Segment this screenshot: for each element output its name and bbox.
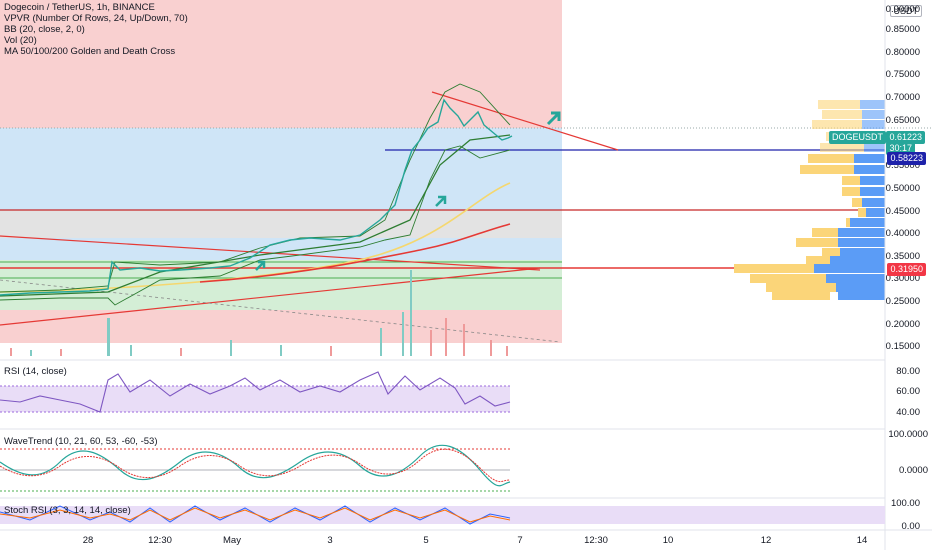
last-price-symbol-tag: DOGEUSDT bbox=[828, 131, 886, 144]
arrow-up-icon bbox=[255, 260, 266, 271]
volume-profile bbox=[734, 100, 885, 300]
wavetrend-title[interactable]: WaveTrend (10, 21, 60, 53, -60, -53) bbox=[4, 436, 158, 447]
descending-trendline[interactable] bbox=[431, 91, 619, 151]
indicator-vol[interactable]: Vol (20) bbox=[4, 35, 37, 46]
time-axis-label: 5 bbox=[423, 535, 429, 546]
last-price-tag: 0.61223 bbox=[886, 131, 925, 144]
candle-countdown: 30:17 bbox=[886, 142, 915, 155]
price-axis-label: 0.75000 bbox=[885, 69, 920, 80]
time-axis-label: May bbox=[223, 535, 241, 546]
bb-lower bbox=[0, 145, 511, 306]
time-axis-label: 12:30 bbox=[584, 535, 608, 546]
time-axis-label: 12:30 bbox=[148, 535, 172, 546]
stoch-axis-label: 100.00 bbox=[890, 498, 920, 509]
rsi-title[interactable]: RSI (14, close) bbox=[4, 366, 67, 377]
time-axis-label: 3 bbox=[327, 535, 333, 546]
time-axis-label: 10 bbox=[662, 535, 674, 546]
supply-zone-red bbox=[0, 0, 562, 128]
trendline-rising[interactable] bbox=[0, 267, 541, 326]
ma-200-line bbox=[199, 223, 511, 283]
level-price-tag: 0.58223 bbox=[887, 152, 926, 165]
stoch-axis-label: 0.00 bbox=[901, 521, 921, 532]
arrow-up-icon bbox=[435, 195, 447, 207]
bb-basis bbox=[0, 134, 511, 297]
time-axis-label: 12 bbox=[760, 535, 772, 546]
price-axis-label: 0.85000 bbox=[885, 24, 920, 35]
wt-axis-label: 0.0000 bbox=[898, 465, 928, 476]
price-axis-label: 0.55000 bbox=[885, 160, 920, 171]
chart-legend[interactable]: Dogecoin / TetherUS, 1h, BINANCE VPVR (N… bbox=[4, 2, 188, 57]
zone-red-lower bbox=[0, 310, 562, 343]
indicator-ma[interactable]: MA 50/100/200 Golden and Death Cross bbox=[4, 46, 176, 57]
wt1-line[interactable] bbox=[0, 444, 511, 487]
price-axis-label: 0.25000 bbox=[885, 296, 920, 307]
price-axis-label: 0.20000 bbox=[885, 319, 920, 330]
price-axis-label: 0.80000 bbox=[885, 47, 920, 58]
indicator-bb[interactable]: BB (20, close, 2, 0) bbox=[4, 24, 85, 35]
arrow-up-icon bbox=[546, 111, 561, 126]
symbol-title[interactable]: Dogecoin / TetherUS, 1h, BINANCE bbox=[4, 2, 155, 13]
volume-bars bbox=[10, 270, 508, 356]
rsi-band bbox=[0, 386, 510, 412]
rsi-axis-label: 40.00 bbox=[896, 407, 920, 418]
price-axis-label: 0.15000 bbox=[885, 341, 920, 352]
dashed-trendline bbox=[0, 279, 561, 343]
bb-upper bbox=[0, 83, 511, 293]
rsi-axis-label: 60.00 bbox=[896, 386, 920, 397]
demand-zone-blue bbox=[0, 128, 562, 210]
stoch-d-line[interactable] bbox=[0, 507, 511, 523]
price-axis-label: 0.90000 bbox=[885, 4, 920, 15]
price-axis-label: 0.50000 bbox=[885, 183, 920, 194]
time-axis-label: 14 bbox=[856, 535, 868, 546]
time-axis-label: 28 bbox=[82, 535, 94, 546]
wt2-line[interactable] bbox=[0, 448, 511, 482]
indicator-vpvr[interactable]: VPVR (Number Of Rows, 24, Up/Down, 70) bbox=[4, 13, 188, 24]
currency-badge[interactable]: USDT bbox=[889, 5, 922, 17]
rsi-line[interactable] bbox=[0, 371, 511, 413]
stochrsi-title[interactable]: Stoch RSI (3, 3, 14, 14, close) bbox=[4, 505, 131, 516]
trendline-upper[interactable] bbox=[0, 235, 541, 271]
price-axis-label: 0.35000 bbox=[885, 251, 920, 262]
price-axis-label: 0.65000 bbox=[885, 115, 920, 126]
zone-blue-lower bbox=[0, 238, 562, 260]
rsi-axis-label: 80.00 bbox=[896, 366, 920, 377]
wt-axis-label: 100.0000 bbox=[888, 429, 928, 440]
time-axis-label: 7 bbox=[517, 535, 523, 546]
price-series[interactable] bbox=[0, 98, 513, 296]
price-axis-label: 0.45000 bbox=[885, 206, 920, 217]
price-axis-label: 0.30000 bbox=[885, 273, 920, 284]
ma-50-line bbox=[0, 182, 511, 293]
price-axis-label: 0.40000 bbox=[885, 228, 920, 239]
price-axis-label: 0.70000 bbox=[885, 92, 920, 103]
level-price-tag: 0.31950 bbox=[887, 263, 926, 276]
neutral-zone-gray bbox=[0, 210, 562, 238]
